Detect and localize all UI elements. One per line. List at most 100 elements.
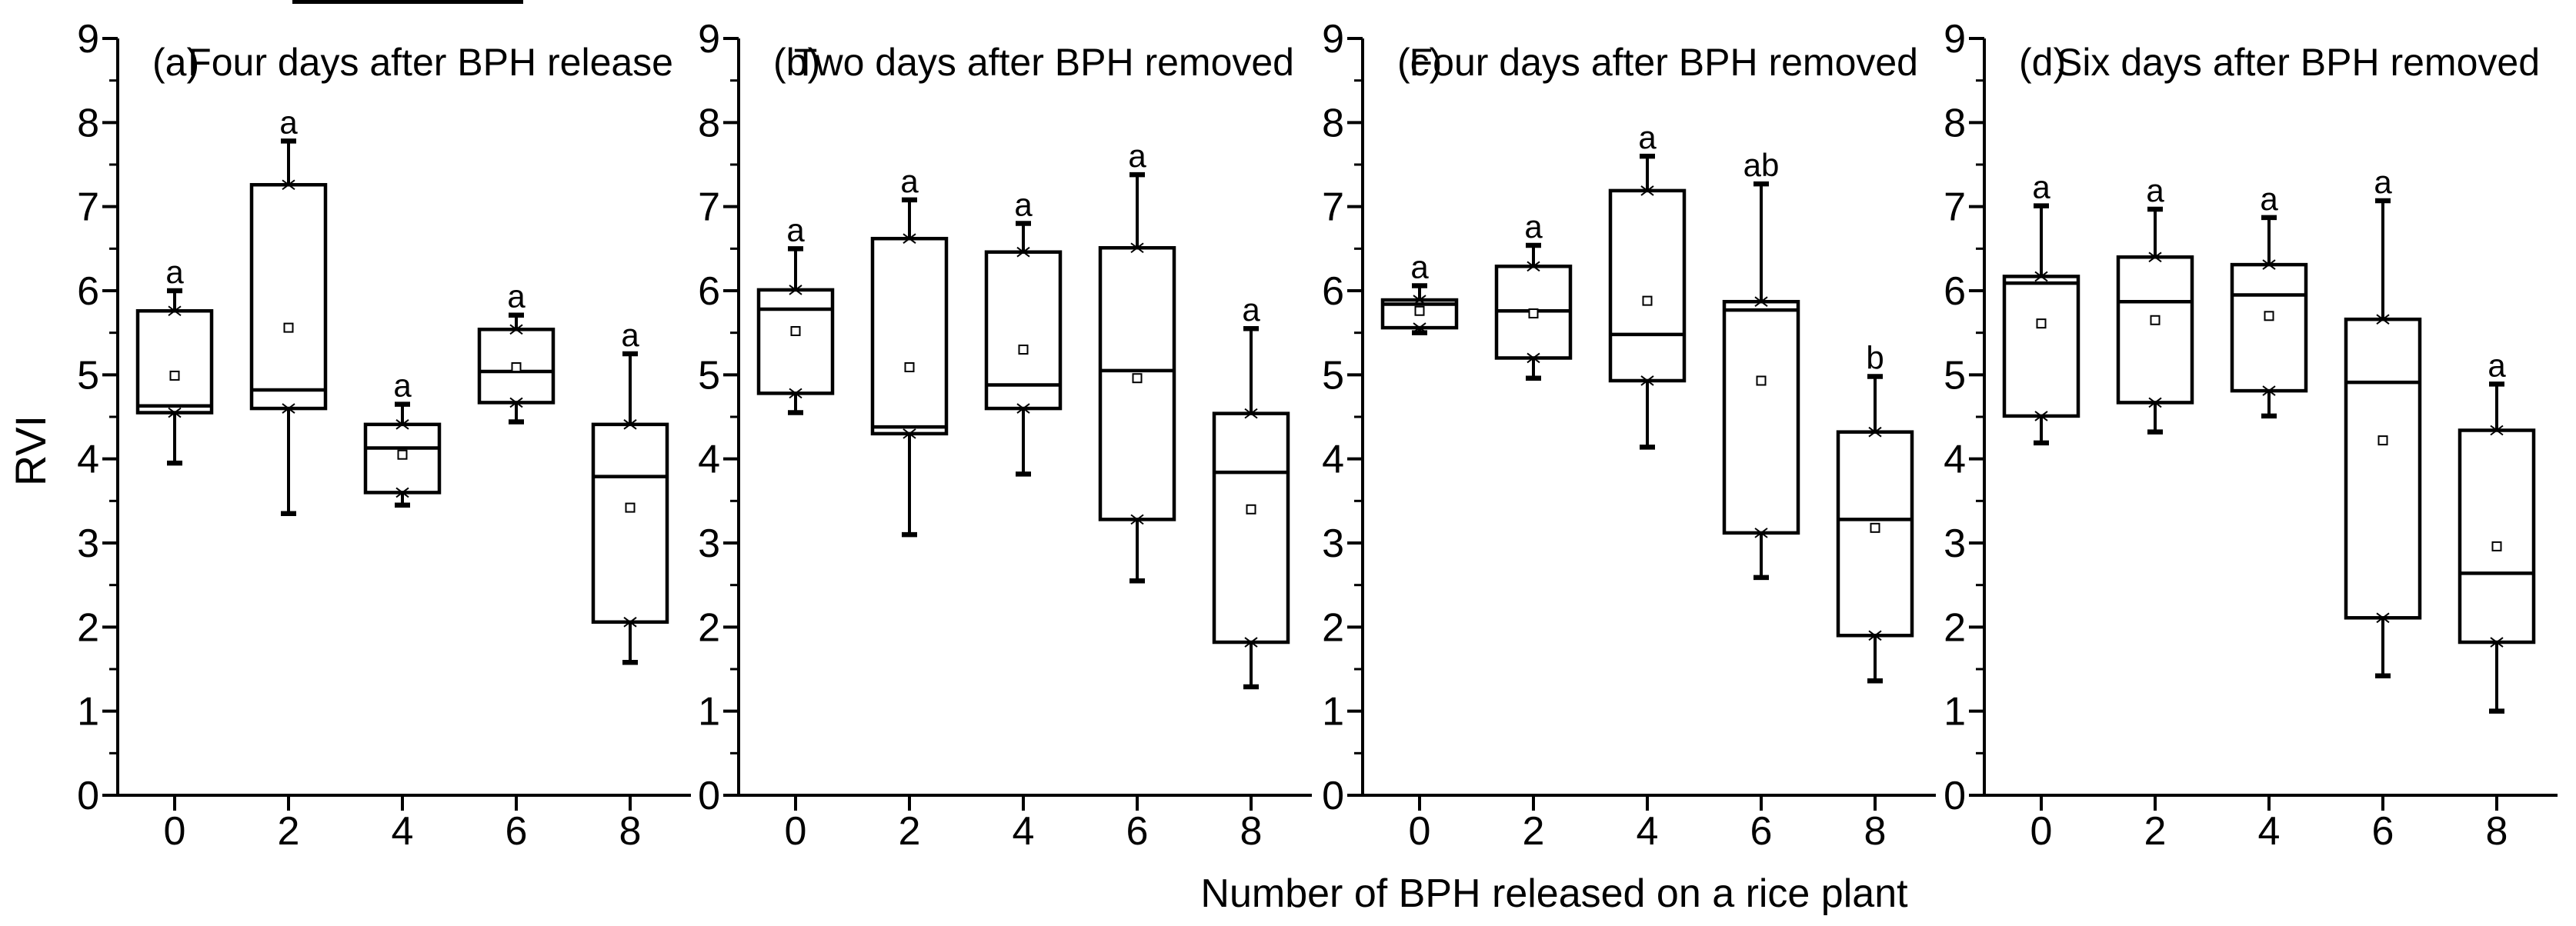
box: [870, 236, 949, 436]
percentile-x-marker: [1754, 296, 1768, 308]
x-tick-label: 2: [278, 809, 300, 854]
y-tick-label: 2: [1322, 605, 1344, 650]
box: [2002, 275, 2080, 418]
significance-letter: a: [393, 368, 412, 404]
x-tick-label: 2: [899, 809, 921, 854]
percentile-x-marker: [903, 233, 916, 245]
significance-letter: a: [1014, 187, 1033, 223]
panel-b-title: Two days after BPH removed: [793, 41, 1294, 84]
percentile-x-marker: [1413, 322, 1426, 333]
significance-letter: a: [1638, 119, 1657, 155]
y-tick-label: 7: [1944, 185, 1966, 230]
percentile-x-marker: [2490, 637, 2504, 648]
percentile-x-marker: [1413, 295, 1426, 305]
percentile-x-marker: [1130, 242, 1144, 254]
percentile-x-marker: [789, 388, 802, 399]
mean-marker: [2036, 318, 2047, 329]
y-tick-label: 9: [1322, 17, 1344, 62]
mean-marker: [2150, 315, 2161, 325]
percentile-x-marker: [1868, 426, 1882, 438]
y-tick-label: 0: [1322, 774, 1344, 818]
percentile-x-marker: [1244, 408, 1258, 419]
x-tick-label: 4: [1637, 809, 1659, 854]
y-tick-label: 9: [1944, 17, 1966, 62]
y-tick-label: 2: [77, 605, 99, 650]
box: [1722, 299, 1800, 535]
box: [2230, 262, 2308, 393]
percentile-x-marker: [1640, 375, 1654, 386]
percentile-x-marker: [2262, 385, 2276, 396]
percentile-x-marker: [395, 419, 409, 430]
x-tick-label: 8: [2486, 809, 2508, 854]
x-tick-label: 6: [1750, 809, 1773, 854]
percentile-x-marker: [282, 403, 295, 414]
significance-letter: a: [1242, 291, 1260, 328]
percentile-x-marker: [789, 285, 802, 295]
mean-marker: [2491, 541, 2502, 551]
box: [1212, 411, 1290, 645]
x-tick-label: 0: [785, 809, 807, 854]
x-tick-label: 0: [2030, 809, 2053, 854]
x-tick-label: 4: [2258, 809, 2281, 854]
mean-marker: [283, 322, 294, 333]
percentile-x-marker: [1868, 630, 1882, 641]
percentile-x-marker: [1244, 637, 1258, 648]
significance-letter: a: [621, 317, 639, 353]
box: [135, 308, 214, 415]
y-tick-label: 1: [698, 690, 720, 734]
x-tick-label: 6: [1126, 809, 1149, 854]
y-tick-label: 3: [1944, 521, 1966, 566]
significance-letter: a: [1524, 208, 1543, 245]
y-tick-label: 5: [698, 353, 720, 398]
percentile-x-marker: [1754, 528, 1768, 538]
percentile-x-marker: [2490, 425, 2504, 436]
percentile-x-marker: [509, 324, 523, 335]
x-axis-title: Number of BPH released on a rice plant: [1200, 871, 1908, 916]
panel-c-label: (c): [1397, 41, 1443, 84]
y-tick-label: 2: [1944, 605, 1966, 650]
x-tick-label: 0: [1409, 809, 1431, 854]
mean-marker: [511, 361, 522, 372]
y-tick-label: 0: [77, 774, 99, 818]
mean-marker: [169, 370, 180, 381]
x-tick-label: 0: [164, 809, 186, 854]
box: [1098, 245, 1176, 521]
y-tick-label: 4: [77, 438, 99, 482]
mean-marker: [790, 325, 801, 336]
y-tick-label: 7: [1322, 185, 1344, 230]
significance-letter: a: [786, 212, 805, 248]
mean-marker: [1414, 305, 1425, 316]
percentile-x-marker: [2376, 314, 2390, 325]
mean-marker: [625, 502, 636, 513]
box: [756, 288, 835, 395]
y-tick-label: 1: [77, 690, 99, 734]
significance-letter: ab: [1743, 147, 1780, 183]
significance-letter: a: [165, 254, 184, 290]
x-tick-label: 6: [506, 809, 528, 854]
mean-marker: [1246, 504, 1256, 515]
box: [249, 182, 328, 411]
panel-b-label: (b): [773, 41, 821, 84]
y-tick-label: 2: [698, 605, 720, 650]
box: [2344, 317, 2422, 620]
box: [2458, 428, 2536, 645]
mean-marker: [1756, 375, 1767, 386]
mean-marker: [1528, 308, 1539, 319]
y-tick-label: 6: [1944, 269, 1966, 314]
y-tick-label: 7: [698, 185, 720, 230]
panel-d-label: (d): [2019, 41, 2067, 84]
box: [591, 422, 669, 625]
y-tick-label: 9: [698, 17, 720, 62]
significance-letter: a: [900, 163, 919, 199]
y-tick-label: 4: [1944, 438, 1966, 482]
percentile-x-marker: [1016, 403, 1030, 414]
panel-a-label: (a): [152, 41, 200, 84]
percentile-x-marker: [1130, 514, 1144, 525]
percentile-x-marker: [1527, 352, 1540, 364]
y-tick-label: 6: [1322, 269, 1344, 314]
percentile-x-marker: [168, 407, 182, 418]
mean-marker: [1018, 345, 1029, 355]
percentile-x-marker: [1527, 261, 1540, 272]
